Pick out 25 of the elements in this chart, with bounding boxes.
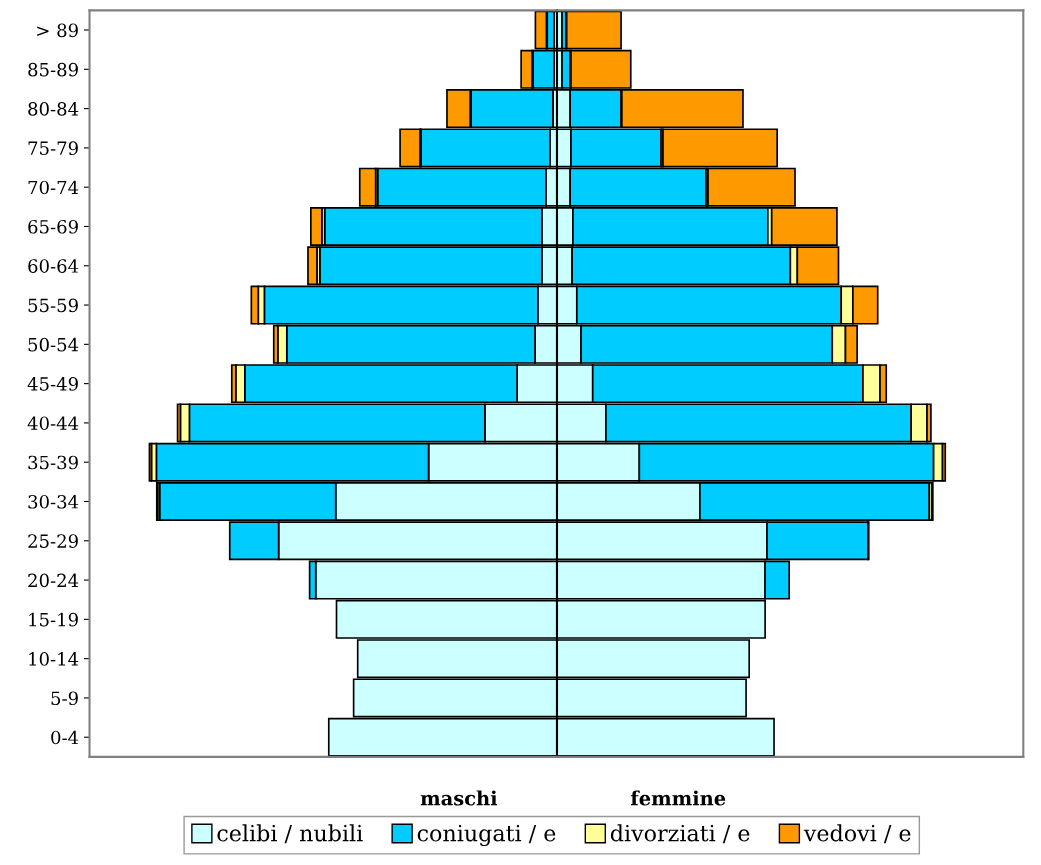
y-tick-label: 20-24: [28, 573, 79, 588]
y-tick-label: 35-39: [28, 455, 78, 470]
y-tick-label: 80-84: [28, 102, 79, 116]
y-tick-label: 85-89: [28, 62, 78, 77]
y-tick-label: 30-34: [28, 494, 79, 509]
y-tick-label: 55-59: [28, 298, 78, 313]
y-tick-label: 15-19: [29, 612, 78, 627]
y-tick-label: > 89: [37, 23, 78, 38]
y-tick-label: 50-54: [28, 337, 79, 352]
x-axis-title: femmine: [630, 790, 726, 806]
x-axis-title: maschi: [420, 790, 498, 806]
y-tick-label: 0-4: [51, 730, 79, 745]
y-tick-label: 45-49: [27, 377, 78, 391]
legend-label: vedovi / e: [803, 824, 911, 844]
y-tick-label: 60-64: [28, 259, 79, 273]
y-tick-label: 5-9: [51, 691, 78, 706]
y-tick-label: 25-29: [28, 534, 78, 548]
y-tick-label: 70-74: [28, 180, 79, 195]
legend-label: divorziati / e: [610, 824, 750, 844]
y-tick-label: 65-69: [28, 219, 78, 234]
y-tick-label: 75-79: [28, 141, 78, 156]
y-tick-label: 40-44: [27, 416, 79, 431]
legend-label: celibi / nubili: [217, 824, 363, 844]
y-tick-label: 10-14: [29, 652, 79, 666]
legend-label: coniugati / e: [417, 824, 556, 847]
